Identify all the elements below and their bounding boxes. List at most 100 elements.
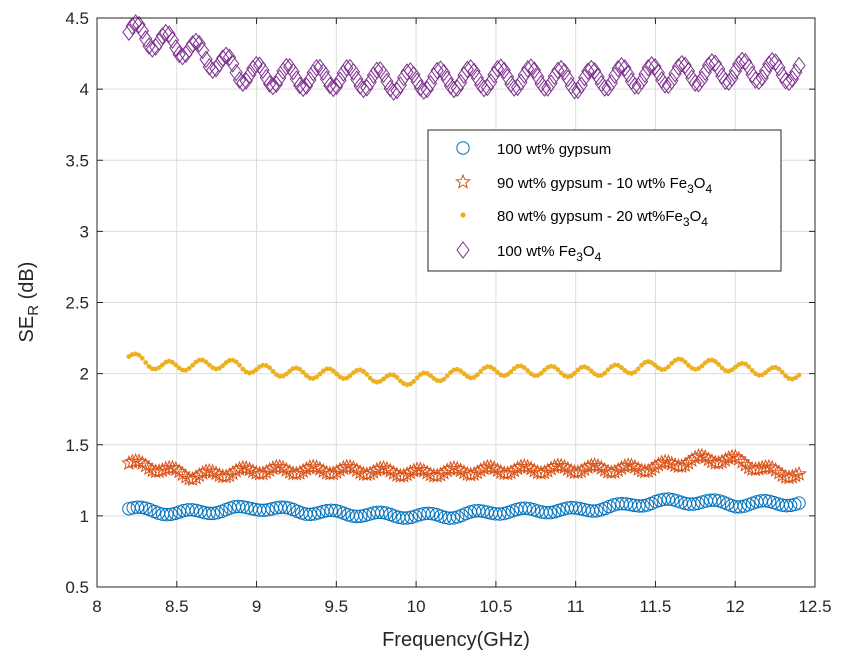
x-tick-label: 9	[252, 597, 261, 616]
data-point	[619, 365, 624, 370]
x-tick-label: 8	[92, 597, 101, 616]
data-point	[792, 56, 806, 75]
data-point	[510, 78, 525, 97]
data-point	[732, 55, 746, 73]
data-point	[397, 378, 403, 384]
data-point	[567, 81, 582, 100]
data-point	[668, 64, 682, 83]
data-point	[212, 54, 227, 73]
data-point	[686, 362, 691, 368]
data-point	[159, 23, 173, 42]
data-point	[330, 77, 344, 96]
data-point	[541, 367, 547, 373]
data-point	[269, 75, 283, 93]
data-point	[671, 58, 686, 76]
data-point	[257, 503, 271, 518]
y-axis-label-main: SE	[16, 316, 38, 343]
data-point	[732, 364, 738, 370]
data-point	[458, 368, 464, 374]
data-point	[219, 46, 233, 65]
data-point	[718, 72, 732, 91]
data-point	[199, 50, 213, 69]
data-point	[233, 359, 239, 365]
data-point	[564, 500, 579, 515]
legend-label-part: O	[583, 243, 595, 260]
data-point	[346, 63, 361, 81]
data-point	[202, 506, 216, 521]
data-point	[543, 505, 558, 520]
data-point	[722, 73, 736, 91]
data-point	[441, 376, 447, 382]
data-point	[476, 504, 490, 518]
data-point	[478, 368, 484, 374]
data-point	[391, 372, 397, 378]
data-point	[303, 71, 317, 89]
data-point	[324, 503, 338, 517]
data-point	[155, 27, 170, 45]
data-point	[752, 72, 766, 91]
data-point	[634, 72, 649, 91]
data-point	[733, 500, 747, 514]
data-point	[375, 505, 389, 520]
data-point	[628, 77, 642, 95]
data-point	[263, 363, 269, 368]
x-axis-label: Frequency(GHz)	[382, 629, 530, 651]
data-point	[678, 56, 692, 75]
data-point	[470, 69, 485, 87]
data-point	[410, 72, 424, 91]
data-point	[785, 70, 799, 88]
data-point	[216, 365, 222, 371]
y-axis-label: SER (dB)	[16, 262, 42, 343]
data-point	[367, 375, 373, 381]
data-point	[363, 73, 377, 91]
data-point	[396, 511, 410, 525]
data-point	[729, 500, 743, 514]
data-point	[618, 59, 632, 77]
data-point	[577, 68, 592, 87]
data-point	[514, 73, 528, 92]
data-point	[192, 34, 206, 53]
data-point	[370, 505, 385, 520]
data-point	[772, 58, 786, 77]
legend-label: 100 wt% Fe3O4	[497, 243, 602, 264]
data-point	[738, 52, 753, 71]
data-point	[259, 68, 273, 87]
data-point	[250, 369, 256, 375]
data-point	[749, 367, 755, 373]
data-point	[474, 372, 480, 378]
data-point	[551, 364, 557, 370]
data-point	[317, 371, 323, 377]
data-point	[719, 365, 725, 371]
data-point	[568, 501, 583, 515]
data-point	[632, 499, 646, 513]
data-point	[349, 509, 364, 524]
data-point	[273, 500, 288, 514]
data-point	[661, 76, 675, 95]
data-point	[421, 506, 435, 521]
data-point	[494, 58, 508, 76]
data-point	[400, 511, 414, 525]
data-point	[675, 54, 689, 73]
legend-label-part: 4	[701, 215, 708, 229]
data-point	[152, 32, 166, 51]
data-point	[792, 496, 806, 510]
data-point	[424, 370, 430, 376]
data-point	[746, 364, 752, 370]
data-point	[581, 62, 595, 81]
data-point	[782, 73, 796, 92]
data-point	[179, 45, 193, 64]
data-point	[287, 368, 293, 374]
data-point	[598, 372, 604, 378]
data-point	[557, 62, 572, 81]
data-point	[330, 368, 336, 374]
data-point	[652, 362, 658, 368]
data-point	[442, 511, 456, 525]
data-point	[450, 79, 464, 98]
data-point	[488, 364, 494, 370]
data-point	[414, 375, 420, 381]
data-point	[186, 365, 192, 371]
data-point	[270, 368, 276, 374]
data-point	[493, 507, 507, 521]
data-point	[350, 70, 364, 89]
